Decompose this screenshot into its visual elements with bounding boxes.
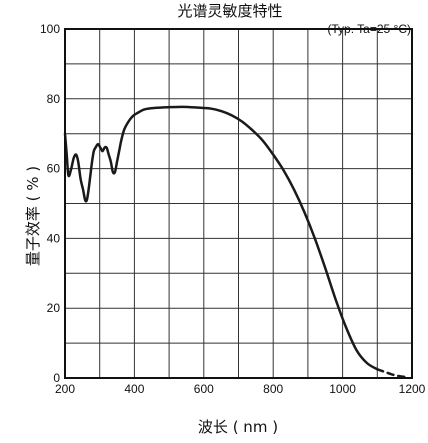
y-tick-label: 0: [53, 371, 60, 385]
x-tick-label: 1000: [329, 382, 356, 396]
y-tick-label: 20: [47, 301, 61, 315]
y-tick-label: 60: [47, 162, 61, 176]
plot-series: [63, 105, 407, 379]
y-tick-label: 40: [47, 231, 61, 245]
x-tick-label: 1200: [399, 382, 426, 396]
y-axis-title: 量子效率 ( % ): [24, 166, 42, 266]
x-tick-label: 400: [124, 382, 144, 396]
tick-labels: 200 400 600 800 1000 1200 0 20 40 60 80 100: [40, 22, 426, 396]
grid-lines: [65, 29, 412, 378]
y-tick-label: 80: [47, 92, 61, 106]
chart-title: 光谱灵敏度特性: [177, 2, 282, 20]
x-tick-label: 800: [263, 382, 283, 396]
x-tick-label: 600: [194, 382, 214, 396]
qe-curve: [63, 105, 379, 371]
x-axis-title: 波长 ( nm ): [198, 418, 278, 436]
plot-frame: [64, 28, 413, 379]
qe-curve-extrapolated: [376, 368, 407, 379]
x-tick-label: 200: [55, 382, 75, 396]
y-tick-label: 100: [40, 22, 60, 36]
